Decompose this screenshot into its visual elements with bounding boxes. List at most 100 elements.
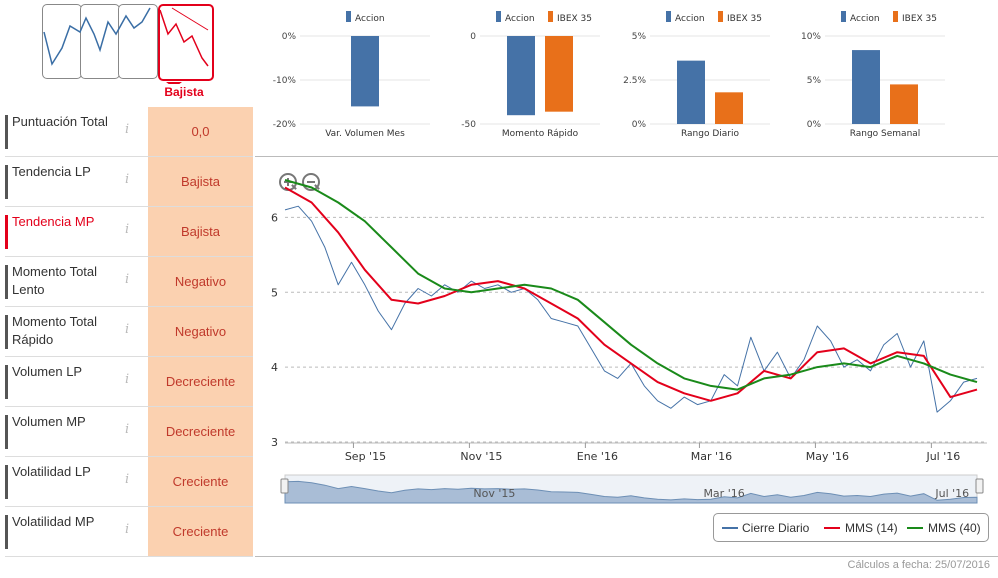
bar-ibex — [890, 84, 918, 124]
indicator-row[interactable]: Puntuación Total i 0,0 — [5, 107, 253, 157]
indicator-name: Puntuación Total — [12, 114, 108, 129]
legend-label: Accion — [505, 14, 535, 24]
legend-label: Accion — [355, 14, 385, 24]
indicator-value: Negativo — [148, 307, 253, 356]
indicator-marker — [5, 365, 8, 399]
legend-swatch — [841, 11, 846, 22]
info-icon[interactable]: i — [125, 322, 130, 337]
mini-bar-charts: Accion 0% -10% -20% Var. Volumen Mes Accion IB… — [273, 11, 945, 139]
indicator-row[interactable]: Volatilidad MP i Creciente — [5, 507, 253, 557]
chart-title: Rango Semanal — [850, 129, 921, 139]
trend-sparkline — [43, 7, 209, 84]
navigator-handle-left[interactable] — [280, 478, 289, 494]
indicator-name: Tendencia MP — [12, 214, 95, 229]
legend-label: Accion — [850, 14, 880, 24]
series-line-mms14 — [284, 186, 978, 402]
legend-swatch — [666, 11, 671, 22]
legend-swatch — [496, 11, 501, 22]
x-tick-label: May '16 — [806, 450, 849, 463]
y-tick-label: -50 — [461, 120, 476, 130]
y-tick-label: -20% — [273, 120, 297, 130]
indicator-marker — [5, 415, 8, 449]
indicator-marker — [5, 515, 8, 549]
bar-accion — [852, 50, 880, 124]
legend-label: IBEX 35 — [727, 14, 762, 24]
y-tick-label: 10% — [801, 32, 821, 42]
y-tick-label: 2.5% — [623, 76, 646, 86]
x-tick-label: Ene '16 — [577, 450, 618, 463]
series-line-cierre — [284, 205, 978, 413]
info-icon[interactable]: i — [125, 422, 130, 437]
indicator-name: Tendencia LP — [12, 164, 91, 179]
indicator-name: Volatilidad MP — [12, 514, 95, 529]
navigator-handle-right[interactable] — [975, 478, 984, 494]
info-icon[interactable]: i — [125, 172, 130, 187]
indicator-row[interactable]: Tendencia LP i Bajista — [5, 157, 253, 207]
trend-option-alcista[interactable] — [80, 4, 120, 79]
indicator-row[interactable]: Momento Total Rápido i Negativo — [5, 307, 253, 357]
series-line-mms40 — [284, 179, 978, 391]
y-tick-label: 4 — [271, 361, 278, 374]
indicator-row[interactable]: Tendencia MP i Bajista — [5, 207, 253, 257]
legend-swatch — [346, 11, 351, 22]
chart-title: Momento Rápido — [502, 129, 579, 139]
price-line-chart[interactable]: 6 5 4 3 Sep '15 Nov '15 Ene '16 Mar '16 May '16 J… — [255, 160, 998, 520]
indicator-row[interactable]: Volumen MP i Decreciente — [5, 407, 253, 457]
indicator-row[interactable]: Volumen LP i Decreciente — [5, 357, 253, 407]
indicator-value: 0,0 — [148, 107, 253, 156]
legend-swatch — [548, 11, 553, 22]
legend-label-mms14[interactable]: MMS (14) — [845, 521, 898, 535]
y-tick-label: 5% — [632, 32, 647, 42]
info-icon[interactable]: i — [125, 122, 130, 137]
indicator-name: Momento Total Lento — [12, 264, 98, 297]
legend-swatch — [893, 11, 898, 22]
indicator-value: Bajista — [148, 207, 253, 256]
indicator-value: Creciente — [148, 457, 253, 506]
info-icon[interactable]: i — [125, 272, 130, 287]
chart-title: Rango Diario — [681, 129, 740, 139]
chart-legend: Cierre Diario MMS (14) MMS (40) — [713, 513, 989, 542]
legend-swatch-cierre — [722, 527, 738, 529]
bar-accion — [677, 60, 705, 124]
indicator-marker — [5, 315, 8, 349]
indicator-marker — [5, 115, 8, 149]
trend-option-bajista[interactable] — [158, 4, 214, 81]
info-icon[interactable]: i — [125, 472, 130, 487]
trend-selected-label: Bajista — [164, 85, 204, 99]
legend-swatch-mms40 — [907, 527, 923, 529]
x-tick-label: Sep '15 — [345, 450, 386, 463]
divider — [255, 156, 998, 157]
x-tick-label: Mar '16 — [691, 450, 732, 463]
legend-swatch-mms14 — [824, 527, 840, 529]
indicator-name: Momento Total Rápido — [12, 314, 98, 347]
x-tick-label: Jul '16 — [925, 450, 960, 463]
y-tick-label: 0% — [807, 120, 822, 130]
indicator-marker — [5, 465, 8, 499]
info-icon[interactable]: i — [125, 522, 130, 537]
legend-label-mms40[interactable]: MMS (40) — [928, 521, 981, 535]
indicator-row[interactable]: Momento Total Lento i Negativo — [5, 257, 253, 307]
y-tick-label: 3 — [271, 436, 278, 449]
navigator-label: Jul '16 — [934, 487, 969, 500]
y-tick-label: 6 — [271, 211, 278, 224]
info-icon[interactable]: i — [125, 222, 130, 237]
y-tick-label: 5 — [271, 286, 278, 299]
indicator-row[interactable]: Volatilidad LP i Creciente — [5, 457, 253, 507]
info-icon[interactable]: i — [125, 372, 130, 387]
indicator-marker — [5, 165, 8, 199]
indicator-name: Volumen LP — [12, 364, 83, 379]
indicator-name: Volumen MP — [12, 414, 86, 429]
trend-option-lateral[interactable] — [42, 4, 82, 79]
indicator-value: Decreciente — [148, 407, 253, 456]
indicator-marker — [5, 265, 8, 299]
y-tick-label: 0 — [470, 32, 476, 42]
bar-accion — [351, 36, 379, 107]
x-tick-label: Nov '15 — [460, 450, 502, 463]
legend-label: IBEX 35 — [902, 14, 937, 24]
y-tick-label: 0% — [632, 120, 647, 130]
trend-option-neutral[interactable] — [118, 4, 158, 79]
legend-label: Accion — [675, 14, 705, 24]
legend-label-cierre[interactable]: Cierre Diario — [742, 521, 810, 535]
legend-label: IBEX 35 — [557, 14, 592, 24]
bar-accion — [507, 36, 535, 116]
